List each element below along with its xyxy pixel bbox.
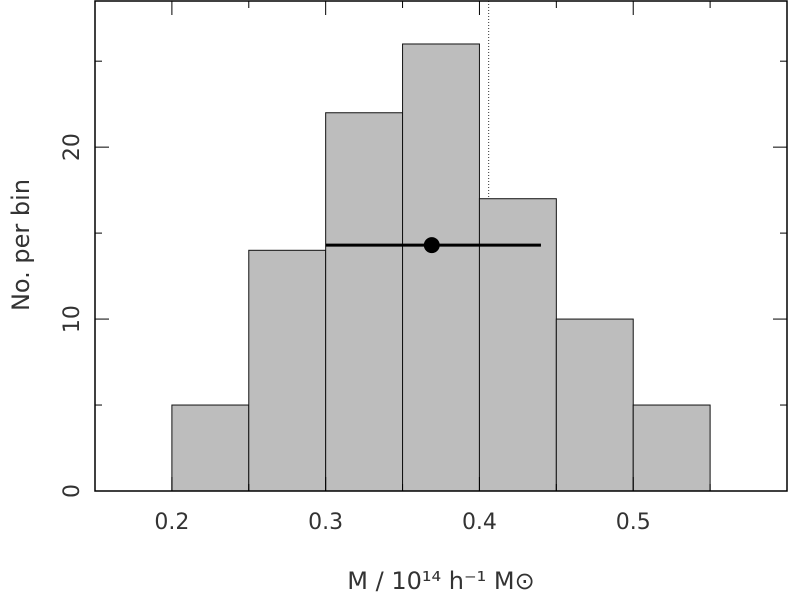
bar [555,318,634,492]
x-tick-label: 0.4 [462,510,497,535]
bar [632,404,711,492]
y-tick-label: 0 [60,484,85,498]
x-tick-label: 0.2 [154,510,189,535]
y-axis-label: No. per bin [7,179,35,311]
x-tick-label: 0.3 [308,510,343,535]
y-tick-label: 10 [60,305,85,333]
x-tick-label: 0.5 [616,510,651,535]
y-tick-label: 20 [60,133,85,161]
bar [325,112,404,492]
mean-marker [423,237,440,254]
bar [402,43,480,492]
bar [248,249,327,492]
plot-frame [94,0,788,492]
bar [171,404,250,492]
x-axis-label: M / 10¹⁴ h⁻¹ M⊙ [347,567,534,595]
bar [478,198,557,492]
